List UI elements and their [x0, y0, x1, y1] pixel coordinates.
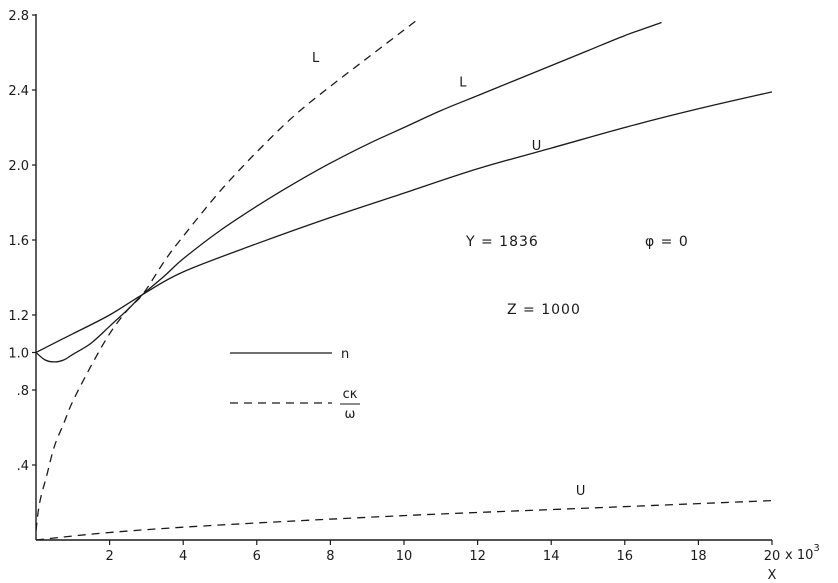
series-label-u-dashed: U — [576, 484, 586, 499]
series-line-l-dashed — [35, 18, 420, 531]
x-tick-label: 2 — [105, 549, 113, 564]
axes — [35, 14, 772, 541]
y-tick-label: .4 — [17, 459, 29, 474]
y-tick-label: 1.2 — [8, 309, 29, 324]
x-tick-label: 8 — [326, 549, 334, 564]
x-tick-label: 4 — [179, 549, 187, 564]
y-ticks: .4 .8 1.0 1.2 1.6 2.0 2.4 2.8 — [8, 9, 36, 474]
curves — [35, 18, 773, 541]
x-ticks: 2 4 6 8 10 12 14 16 18 20 — [105, 540, 780, 564]
x-tick-label: 12 — [469, 549, 486, 564]
x-tick-label: 20 — [764, 549, 781, 564]
x-axis-label: X — [768, 568, 777, 583]
series-line-l-solid — [35, 21, 662, 363]
series-label-l-dashed: L — [312, 51, 320, 66]
curve-labels: L U L U — [312, 51, 585, 499]
legend-label-omega-denominator: ω — [345, 407, 356, 422]
legend-label-n: n — [341, 347, 349, 362]
x-tick-label: 6 — [253, 549, 261, 564]
y-tick-label: 2.8 — [8, 9, 29, 24]
series-label-u-solid: U — [532, 139, 542, 154]
param-phi: φ = 0 — [645, 234, 689, 250]
x-tick-label: 10 — [396, 549, 413, 564]
series-line-u-dashed — [35, 499, 773, 541]
x-tick-label: 14 — [543, 549, 560, 564]
y-tick-label: 2.0 — [8, 159, 29, 174]
parameters: Y = 1836 φ = 0 Z = 1000 — [465, 234, 689, 318]
legend-label-ck-numerator: cκ — [343, 387, 358, 402]
param-z: Z = 1000 — [507, 302, 581, 318]
series-label-l-solid: L — [459, 75, 467, 90]
series-line-u-solid — [35, 91, 773, 354]
x-tick-label: 16 — [617, 549, 634, 564]
x-tick-label: 18 — [690, 549, 707, 564]
param-y: Y = 1836 — [465, 234, 539, 250]
y-tick-label: 1.6 — [8, 234, 29, 249]
y-tick-label: 2.4 — [8, 84, 29, 99]
y-tick-label: 1.0 — [8, 347, 29, 362]
x-multiplier-label: x 103 — [785, 543, 820, 563]
y-tick-label: .8 — [17, 384, 29, 399]
legend: n cκ ω — [230, 347, 360, 422]
